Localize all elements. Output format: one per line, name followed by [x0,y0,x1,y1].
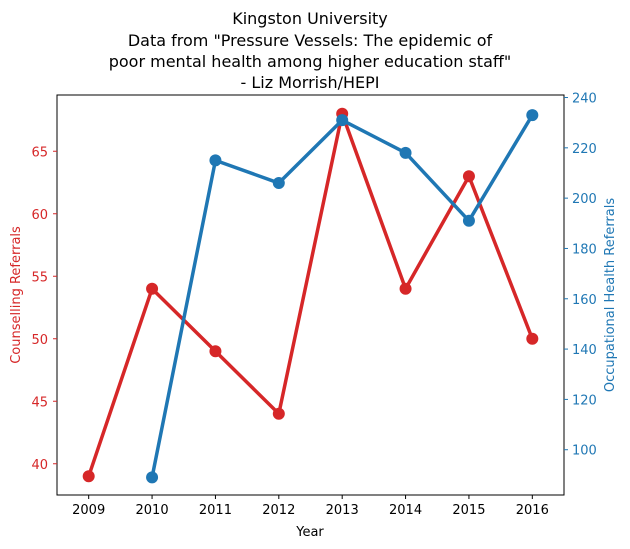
data-point-left [462,170,475,183]
data-point-left [272,407,285,420]
y-axis-right-label: Occupational Health Referrals [603,198,618,392]
y-right-tick-label: 220 [572,142,597,157]
chart-title: Kingston University Data from "Pressure … [109,9,512,92]
x-tick-label: 2009 [72,503,105,518]
x-tick-label: 2010 [136,503,169,518]
y-axis-left-label: Counselling Referrals [9,226,24,364]
y-right-tick-label: 160 [572,293,597,308]
y-left-tick-label: 60 [31,208,48,223]
y-left-tick-label: 50 [31,333,48,348]
y-left-tick-label: 65 [31,145,48,160]
x-tick-label: 2013 [326,503,359,518]
data-point-right [526,109,539,122]
data-point-right [272,177,285,190]
data-point-left [82,470,95,483]
y-right-tick-label: 200 [572,192,597,207]
data-point-left [146,282,159,295]
y-right-tick-label: 120 [572,393,597,408]
data-point-right [336,114,349,127]
y-right-tick-label: 240 [572,92,597,107]
y-right-tick-label: 180 [572,242,597,257]
title-line: Kingston University [232,9,388,28]
subtitle-line: Data from "Pressure Vessels: The epidemi… [128,31,493,50]
data-point-left [399,282,412,295]
x-axis-label: Year [295,525,324,540]
x-tick-label: 2015 [452,503,485,518]
y-right-tick-label: 140 [572,343,597,358]
x-axis: 2009 2010 2011 2012 2013 2014 2015 2016 [72,495,549,518]
x-tick-label: 2011 [199,503,232,518]
x-tick-label: 2012 [262,503,295,518]
series-line-right [150,113,535,480]
y-left-tick-label: 45 [31,395,48,410]
x-tick-label: 2014 [389,503,422,518]
x-tick-label: 2016 [516,503,549,518]
y-axis-left: 40 45 50 55 60 65 [31,145,57,473]
data-point-right [462,214,475,227]
subtitle-line: - Liz Morrish/HEPI [241,73,380,92]
series-line-left [86,112,535,478]
y-left-tick-label: 40 [31,458,48,473]
y-right-tick-label: 100 [572,444,597,459]
subtitle-line: poor mental health among higher educatio… [109,52,512,71]
y-left-tick-label: 55 [31,270,48,285]
y-axis-right: 100 120 140 160 180 200 220 240 [564,92,597,459]
data-point-left [526,332,539,345]
data-point-right [209,154,222,167]
series-layer [82,107,539,484]
data-point-right [399,146,412,159]
plot-frame [56,94,565,496]
data-point-left [209,345,222,358]
data-point-right [146,471,159,484]
